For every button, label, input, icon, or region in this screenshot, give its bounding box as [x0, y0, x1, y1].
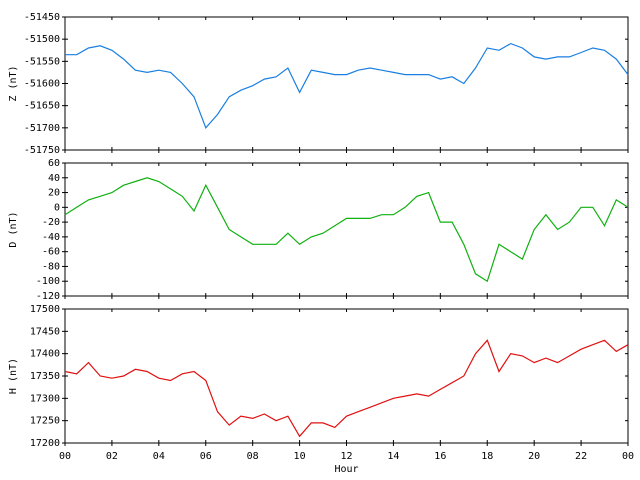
y-tick-label: 17350 — [30, 371, 60, 382]
x-tick-label: 10 — [294, 451, 306, 462]
x-tick-label: 20 — [528, 451, 540, 462]
plot-frame — [64, 162, 629, 297]
x-axis-label: Hour — [334, 464, 358, 475]
y-tick-label: -80 — [42, 261, 60, 272]
plot-frame — [64, 16, 629, 151]
y-tick-label: -51600 — [24, 79, 60, 90]
x-tick-label: 02 — [106, 451, 118, 462]
data-line — [64, 177, 629, 283]
y-tick-label: 17200 — [30, 438, 60, 449]
y-tick-label: 17300 — [30, 393, 60, 404]
y-axis-label: H (nT) — [8, 358, 19, 394]
x-tick-label: 16 — [434, 451, 446, 462]
y-tick-label: -60 — [42, 247, 60, 258]
y-tick-label: 40 — [48, 173, 60, 184]
y-tick-label: -51550 — [24, 56, 60, 67]
y-tick-label: -20 — [42, 217, 60, 228]
y-tick-label: 17400 — [30, 349, 60, 360]
x-tick-label: 12 — [340, 451, 352, 462]
plot-frame — [64, 308, 629, 444]
y-tick-label: 20 — [48, 188, 60, 199]
y-tick-label: -100 — [36, 276, 60, 287]
x-tick-label: 04 — [153, 451, 165, 462]
x-tick-label: 00 — [622, 451, 634, 462]
y-axis-label: Z (nT) — [8, 65, 19, 101]
y-tick-label: -51450 — [24, 12, 60, 23]
data-line — [64, 339, 629, 438]
y-tick-label: -40 — [42, 232, 60, 243]
x-tick-label: 14 — [387, 451, 399, 462]
y-tick-label: -120 — [36, 291, 60, 302]
x-tick-label: 22 — [575, 451, 587, 462]
x-tick-label: 00 — [59, 451, 71, 462]
y-tick-label: 17250 — [30, 416, 60, 427]
y-tick-label: 60 — [48, 158, 60, 169]
y-tick-label: 0 — [54, 202, 60, 213]
data-line — [65, 42, 629, 129]
y-tick-label: -51750 — [24, 145, 60, 156]
x-tick-label: 08 — [247, 451, 259, 462]
x-tick-label: 18 — [481, 451, 493, 462]
x-tick-label: 06 — [200, 451, 212, 462]
y-tick-label: 17450 — [30, 326, 60, 337]
y-tick-label: 17500 — [30, 304, 60, 315]
y-axis-label: D (nT) — [8, 211, 19, 247]
y-tick-label: -51700 — [24, 123, 60, 134]
y-tick-label: -51650 — [24, 101, 60, 112]
y-tick-label: -51500 — [24, 34, 60, 45]
